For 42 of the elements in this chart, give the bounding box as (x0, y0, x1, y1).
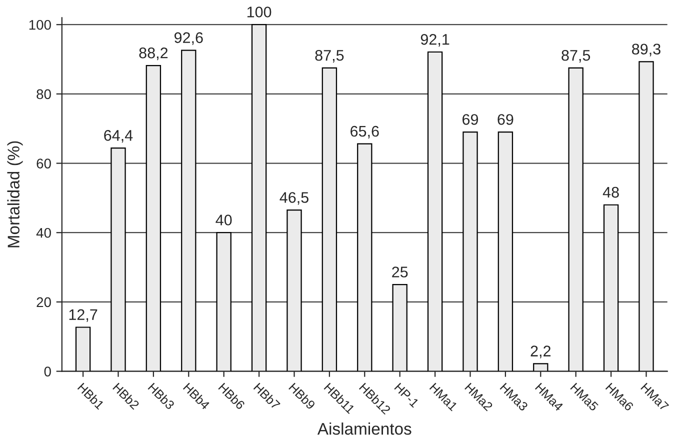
bar (322, 67, 338, 372)
y-tick-label: 100 (29, 20, 51, 30)
bar (75, 326, 91, 372)
bar (638, 61, 654, 372)
bar (181, 50, 196, 372)
data-label: 69 (462, 114, 478, 125)
data-label: 100 (247, 6, 272, 18)
bar (533, 363, 548, 372)
bar (110, 147, 126, 372)
data-label: 48 (602, 186, 619, 198)
data-label: 65,6 (350, 126, 379, 138)
data-label: 12,7 (69, 309, 98, 322)
y-tick-label: 20 (36, 297, 51, 308)
y-axis-title: Mortalidad (%) (7, 141, 23, 248)
bar (427, 51, 443, 372)
bar (462, 132, 478, 372)
bar (146, 64, 162, 372)
y-tick-label: 0 (44, 366, 51, 376)
bar (392, 284, 408, 372)
bar (251, 24, 267, 372)
data-label: 89,3 (632, 44, 660, 56)
data-label: 64,4 (104, 130, 133, 143)
bar (357, 143, 372, 372)
x-axis-title: Aislamientos (317, 422, 412, 435)
data-label: 88,2 (139, 48, 168, 60)
data-label: 92,6 (174, 32, 203, 45)
y-tick-label: 80 (36, 89, 51, 100)
data-label: 40 (216, 214, 232, 226)
data-label: 2,2 (530, 346, 550, 358)
data-label: 69 (498, 114, 514, 125)
data-label: 92,1 (420, 34, 450, 47)
bar (568, 67, 584, 372)
y-tick-label: 40 (36, 228, 51, 238)
bar (498, 132, 514, 372)
data-label: 87,5 (562, 50, 590, 63)
data-label: 46,5 (280, 192, 308, 205)
bar (603, 204, 619, 372)
bar (216, 232, 232, 372)
data-label: 25 (392, 266, 408, 278)
y-tick-label: 60 (36, 158, 51, 168)
data-label: 87,5 (315, 50, 344, 63)
bar (286, 210, 302, 372)
